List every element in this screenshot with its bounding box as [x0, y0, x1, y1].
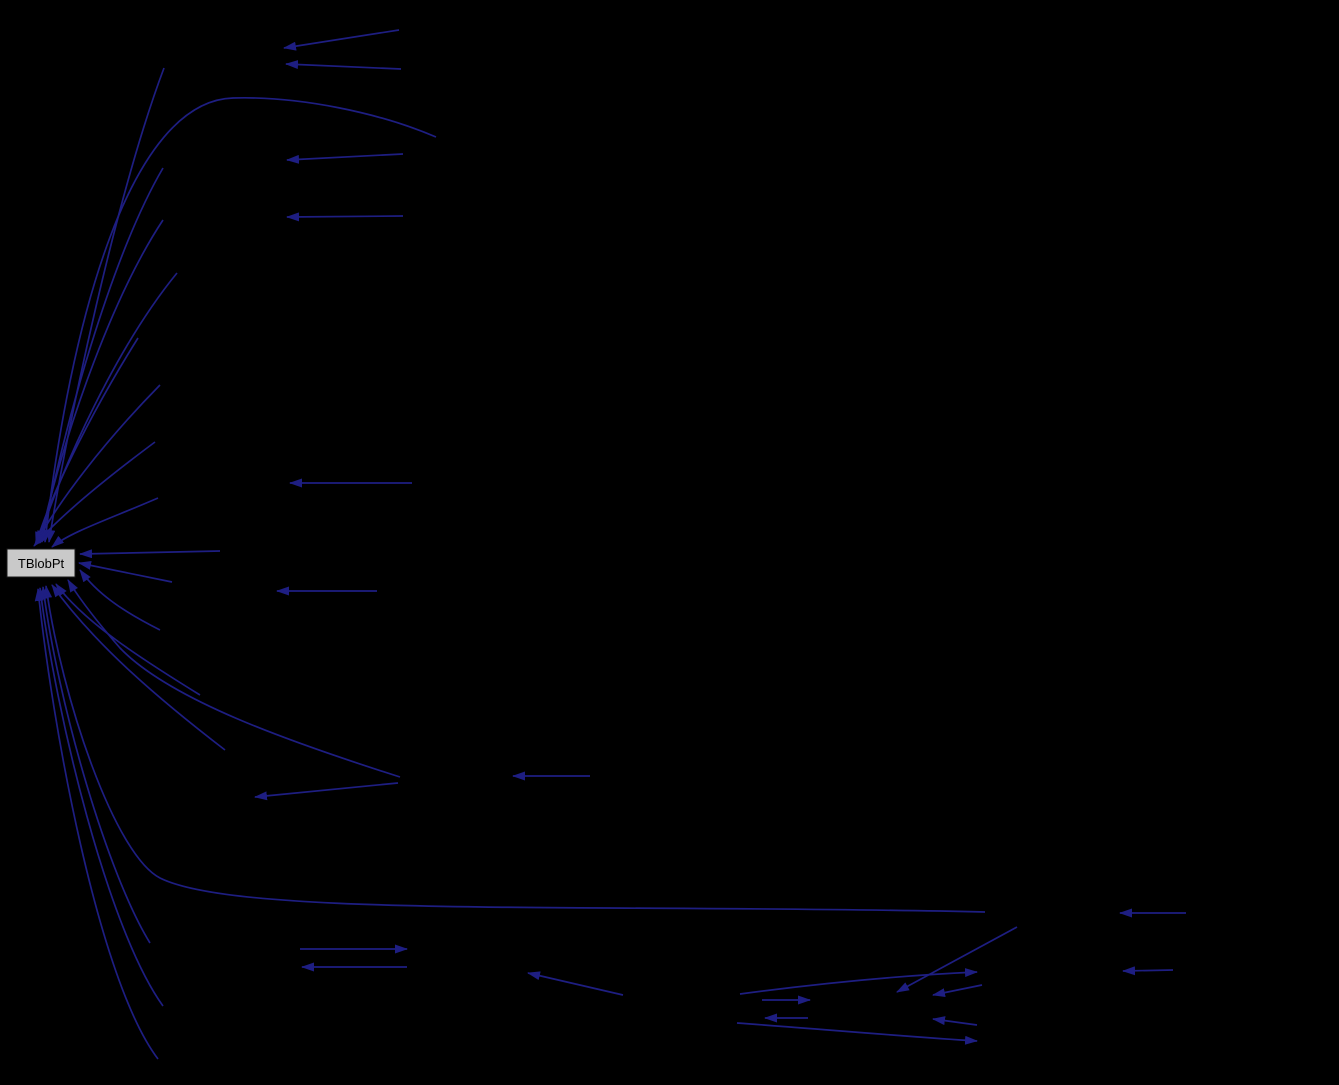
graph-edge: [41, 96, 437, 543]
graph-edge: [37, 272, 178, 544]
graph-edge: [33, 441, 156, 547]
graph-node-tblobpt[interactable]: TBlobPt: [6, 548, 76, 578]
graph-edge: [527, 971, 624, 996]
graph-edge: [736, 1022, 978, 1045]
graph-edge: [39, 167, 164, 543]
graph-edge: [43, 585, 986, 913]
graph-edge: [35, 337, 139, 545]
graph-edge: [78, 560, 173, 583]
edge-layer: [33, 29, 1186, 1060]
graph-edge: [285, 60, 402, 70]
graph-node-label: TBlobPt: [18, 556, 65, 571]
graph-edge: [37, 587, 164, 1007]
graph-edge: [896, 926, 1018, 993]
graph-edge: [932, 1016, 978, 1026]
graph-edge: [37, 219, 164, 544]
graph-edge: [51, 584, 226, 751]
graph-edge: [283, 29, 400, 51]
graph-edge: [286, 153, 404, 164]
graph-edge: [46, 67, 165, 543]
graph-edge: [79, 549, 221, 559]
graph-edge: [67, 579, 401, 778]
graph-edge: [254, 782, 399, 801]
graph-edge: [51, 497, 159, 548]
graph-edge: [55, 583, 201, 696]
graph-edge: [1122, 966, 1174, 976]
graph-edge: [34, 588, 159, 1060]
graph-edge: [739, 968, 978, 995]
graph-edge: [34, 384, 161, 546]
graph-edge: [79, 569, 161, 631]
graph-edge: [40, 586, 151, 944]
graph-edge: [932, 984, 983, 998]
graph-node-box[interactable]: [6, 548, 76, 578]
graph-edge: [286, 212, 404, 222]
